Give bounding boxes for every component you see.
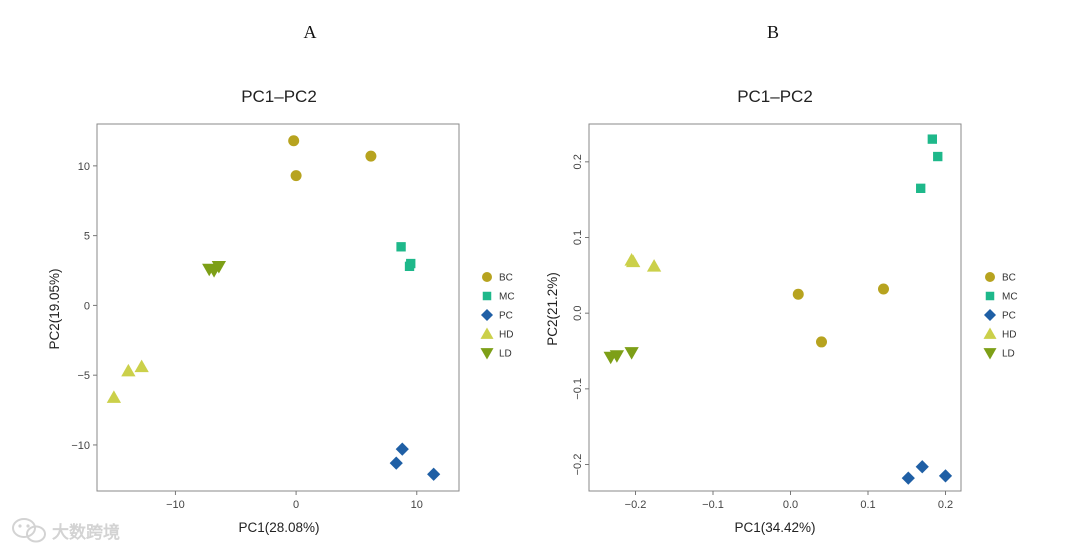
data-point-pc — [389, 456, 403, 470]
data-point-mc — [396, 242, 406, 252]
legend-label-mc: MC — [499, 292, 515, 303]
legend-label-ld: LD — [1002, 349, 1015, 360]
legend-key-hd — [480, 327, 494, 339]
y-tick-label: 0.1 — [572, 230, 584, 245]
data-point-hd — [134, 359, 149, 373]
x-tick-label: 0.0 — [783, 499, 798, 511]
panel-b-plot-frame — [588, 123, 962, 492]
y-tick-label: 0.2 — [572, 154, 584, 169]
y-tick-label: −10 — [71, 440, 90, 452]
x-tick-label: 0.2 — [938, 499, 953, 511]
watermark: 大数跨境 — [12, 518, 120, 543]
legend-label-ld: LD — [499, 349, 512, 360]
legend-key-pc — [481, 309, 493, 321]
x-tick-label: 10 — [411, 499, 423, 511]
legend-label-mc: MC — [1002, 292, 1018, 303]
data-point-hd — [646, 259, 662, 272]
panel-b: B PC1–PC2 −0.2 −0.1 0.0 0.1 0.2 −0.2 −0.1 0.0 0… — [545, 22, 1018, 535]
panel-a-plot-frame — [96, 123, 460, 492]
legend-label-hd: HD — [1002, 330, 1016, 341]
data-point-pc — [427, 467, 441, 481]
panel-a-legend: BC MC PC HD LD — [480, 272, 515, 360]
data-point-hd — [626, 254, 641, 268]
data-point-mc — [916, 183, 926, 193]
panel-a-points — [106, 135, 441, 481]
data-point-pc — [395, 442, 409, 456]
panel-b-points — [603, 134, 953, 485]
panel-b-x-axis-title: PC1(34.42%) — [734, 520, 815, 535]
legend-key-pc — [984, 309, 996, 321]
panel-b-y-axis-title: PC2(21.2%) — [545, 272, 560, 346]
data-point-hd — [106, 390, 122, 403]
legend-key-bc — [985, 272, 995, 282]
y-tick-label: 10 — [78, 161, 90, 173]
x-tick-label: −10 — [166, 499, 185, 511]
x-tick-label: −0.2 — [625, 499, 647, 511]
x-tick-label: −0.1 — [702, 499, 724, 511]
legend-key-ld — [983, 348, 997, 360]
data-point-bc — [365, 150, 377, 162]
y-tick-label: 0 — [84, 300, 90, 312]
panel-b-title: PC1–PC2 — [737, 87, 813, 106]
data-point-bc — [816, 336, 827, 348]
data-point-ld — [624, 347, 639, 360]
y-tick-label: 5 — [84, 231, 90, 243]
data-point-bc — [288, 135, 300, 147]
data-point-pc — [915, 460, 929, 474]
legend-label-pc: PC — [499, 311, 513, 322]
legend-label-hd: HD — [499, 330, 513, 341]
data-point-hd — [121, 363, 136, 377]
legend-key-mc — [482, 291, 492, 301]
legend-key-mc — [985, 291, 995, 301]
panel-a-label: A — [304, 22, 317, 42]
panel-a-y-axis-title: PC2(19.05%) — [47, 268, 62, 349]
watermark-text: 大数跨境 — [52, 522, 120, 542]
panel-b-x-ticks: −0.2 −0.1 0.0 0.1 0.2 — [625, 491, 953, 511]
x-tick-label: 0 — [293, 499, 299, 511]
data-point-ld — [211, 260, 227, 274]
panel-a: A PC1–PC2 −10 0 10 −10 −5 0 5 10 PC1(28.08%) P… — [47, 22, 515, 535]
panel-a-x-ticks: −10 0 10 — [166, 491, 423, 511]
data-point-mc — [406, 258, 416, 269]
data-point-mc — [927, 134, 937, 144]
data-point-mc — [933, 151, 943, 162]
data-point-bc — [792, 288, 804, 300]
panel-a-y-ticks: −10 −5 0 5 10 — [71, 161, 97, 452]
legend-key-hd — [983, 327, 997, 339]
data-point-ld — [609, 350, 625, 363]
legend-key-bc — [482, 272, 492, 282]
y-tick-label: −0.1 — [572, 378, 584, 400]
panel-b-legend: BC MC PC HD LD — [983, 272, 1018, 360]
panel-b-label: B — [767, 22, 779, 42]
panel-a-title: PC1–PC2 — [241, 87, 317, 106]
data-point-bc — [290, 170, 302, 182]
panel-b-y-ticks: −0.2 −0.1 0.0 0.1 0.2 — [572, 154, 589, 475]
y-tick-label: 0.0 — [572, 306, 584, 321]
data-point-pc — [901, 471, 915, 485]
legend-label-bc: BC — [499, 273, 513, 284]
x-tick-label: 0.1 — [860, 499, 875, 511]
data-point-pc — [938, 469, 953, 483]
panel-a-x-axis-title: PC1(28.08%) — [238, 520, 319, 535]
legend-key-ld — [480, 348, 494, 360]
wechat-logo-icon — [12, 518, 46, 543]
y-tick-label: −0.2 — [572, 454, 584, 476]
data-point-bc — [878, 283, 889, 295]
legend-label-pc: PC — [1002, 311, 1016, 322]
y-tick-label: −5 — [77, 370, 90, 382]
legend-label-bc: BC — [1002, 273, 1016, 284]
